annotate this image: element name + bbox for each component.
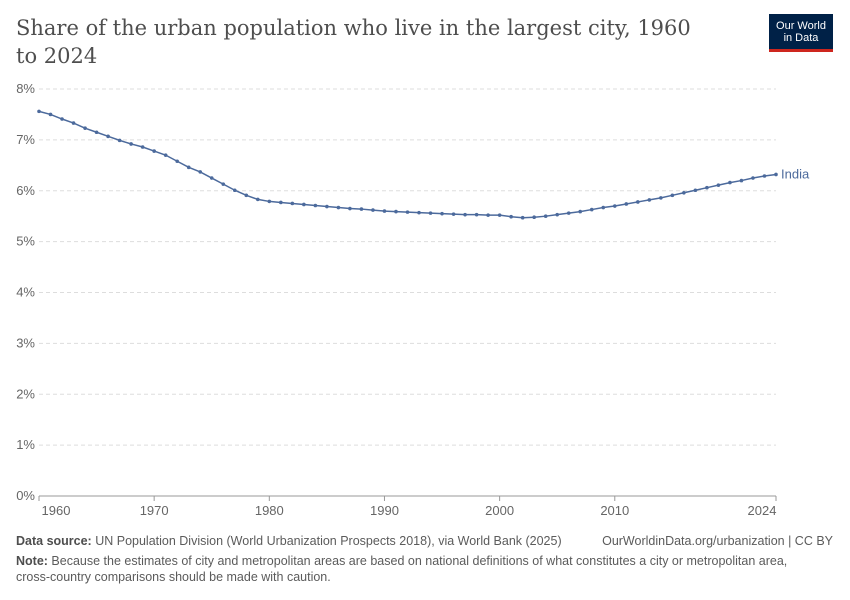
y-tick-label: 6% [16, 183, 35, 198]
data-point [348, 206, 352, 211]
data-point [509, 214, 513, 219]
data-point [497, 213, 502, 217]
logo-line: in Data [783, 31, 819, 44]
source-note: Data source: UN Population Division (Wor… [16, 533, 836, 549]
x-tick-label: 1970 [140, 503, 169, 518]
chart-title: Share of the urban population who live i… [16, 16, 691, 68]
data-point [336, 205, 341, 210]
x-tick-label: 1980 [255, 503, 284, 518]
data-point [163, 153, 168, 157]
data-point [221, 182, 226, 186]
data-point [762, 174, 767, 178]
footnote: Note: Because the estimates of city and … [16, 553, 816, 585]
data-point [682, 190, 686, 195]
data-point [382, 209, 387, 213]
data-point [440, 211, 444, 216]
data-point [751, 176, 755, 180]
data-point [636, 200, 640, 204]
data-point [647, 198, 652, 202]
data-point [705, 185, 709, 190]
data-point [209, 176, 214, 180]
source-label: Data source: [16, 534, 92, 548]
data-point [37, 109, 41, 114]
data-point [325, 204, 329, 209]
y-tick-label: 1% [16, 437, 35, 452]
data-point [428, 211, 433, 215]
data-point [371, 208, 375, 212]
data-point [60, 117, 64, 121]
data-point [693, 188, 698, 193]
data-point [48, 112, 53, 117]
data-point [244, 193, 249, 198]
data-point [313, 203, 318, 208]
data-point [106, 134, 110, 139]
x-tick-label: 1990 [370, 503, 399, 518]
y-tick-label: 5% [16, 234, 35, 249]
data-point [290, 201, 295, 206]
y-tick-label: 3% [16, 335, 35, 350]
data-point [405, 210, 410, 214]
y-tick-label: 2% [16, 386, 35, 401]
data-point [601, 205, 606, 210]
data-point [83, 126, 87, 130]
data-point [670, 193, 675, 198]
data-point [532, 215, 536, 220]
data-point [152, 149, 156, 153]
data-point [175, 159, 179, 164]
data-point [555, 212, 560, 217]
data-point [612, 204, 617, 208]
data-point [739, 178, 744, 183]
data-point [716, 183, 721, 187]
source-link[interactable]: OurWorldinData.org/urbanization | CC BY [602, 534, 833, 548]
data-point [659, 196, 663, 200]
logo-line: Our World [776, 19, 826, 32]
data-point [451, 212, 456, 216]
source-text: UN Population Division (World Urbanizati… [91, 534, 562, 548]
data-point [232, 188, 237, 193]
data-point [302, 202, 306, 207]
note-label: Note: [16, 554, 48, 568]
data-point [94, 130, 99, 135]
data-point [198, 170, 203, 174]
data-point [129, 142, 133, 146]
x-tick-label: 1960 [42, 503, 71, 518]
owid-logo[interactable]: Our World in Data [769, 14, 833, 52]
data-point [486, 213, 490, 217]
data-point [117, 138, 122, 143]
data-point [728, 180, 732, 185]
data-point [255, 197, 260, 202]
series-line-india [38, 110, 777, 219]
data-point [267, 199, 272, 204]
y-tick-label: 7% [16, 132, 35, 147]
note-text: Because the estimates of city and metrop… [16, 554, 788, 584]
x-tick-label: 2000 [485, 503, 514, 518]
data-point [71, 121, 76, 125]
data-point [359, 207, 364, 211]
y-tick-label: 4% [16, 285, 35, 300]
data-point [463, 212, 467, 217]
data-point [140, 145, 145, 149]
data-point [394, 209, 398, 214]
data-point [417, 210, 421, 215]
data-point [624, 202, 629, 206]
data-point [566, 211, 571, 215]
data-point [474, 212, 479, 217]
y-tick-label: 8% [16, 81, 35, 96]
data-point [589, 207, 594, 212]
x-tick-label: 2010 [600, 503, 629, 518]
data-point [279, 200, 283, 205]
series-label: India [781, 166, 810, 181]
data-point [186, 165, 191, 170]
data-point [543, 214, 548, 218]
x-tick-label: 2024 [748, 503, 777, 518]
data-point [578, 209, 583, 214]
y-tick-label: 0% [16, 488, 35, 503]
data-point [774, 172, 778, 177]
data-point [520, 215, 525, 220]
